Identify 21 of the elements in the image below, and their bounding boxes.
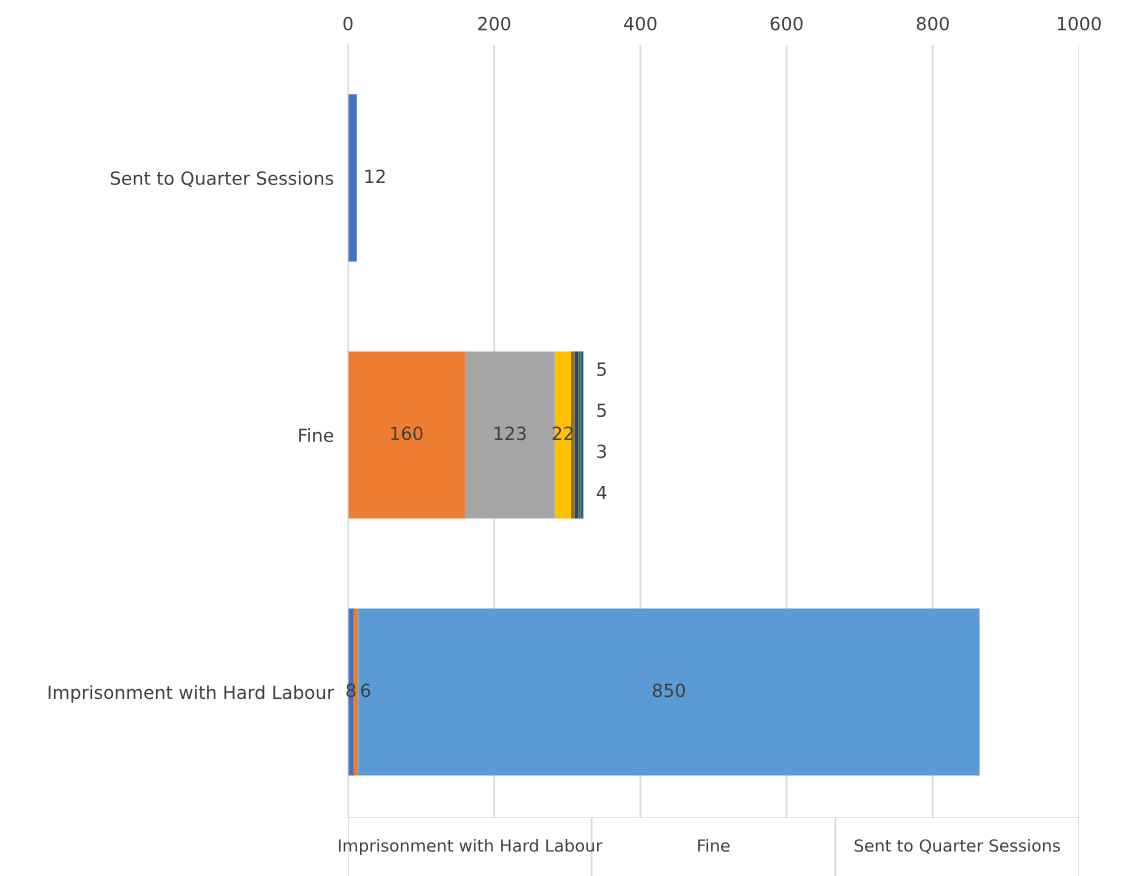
data-label: 123 <box>494 426 526 441</box>
x-tick-label: 800 <box>916 16 949 31</box>
x-tick-label: 200 <box>478 16 511 31</box>
y-tick-label: Sent to Quarter Sessions <box>110 171 334 188</box>
category-label: Sent to Quarter Sessions <box>854 838 1060 854</box>
data-label: 5 <box>597 403 606 418</box>
data-label: 5 <box>597 362 606 376</box>
x-tick-label: 0 <box>343 16 353 31</box>
data-label: 6 <box>361 683 371 698</box>
data-label: 3 <box>597 444 606 459</box>
data-label: 850 <box>652 683 685 698</box>
category-label: Imprisonment with Hard Labour <box>338 838 603 856</box>
data-label: 12 <box>365 169 385 183</box>
data-label: 160 <box>391 426 423 441</box>
data-label: 4 <box>596 485 607 500</box>
y-tick-label: Imprisonment with Hard Labour <box>48 685 335 703</box>
x-tick-label: 400 <box>624 16 657 31</box>
y-tick-label: Fine <box>299 428 334 443</box>
x-tick-label: 600 <box>770 16 803 31</box>
category-label: Fine <box>698 838 730 852</box>
x-tick-label: 1000 <box>1058 16 1101 31</box>
